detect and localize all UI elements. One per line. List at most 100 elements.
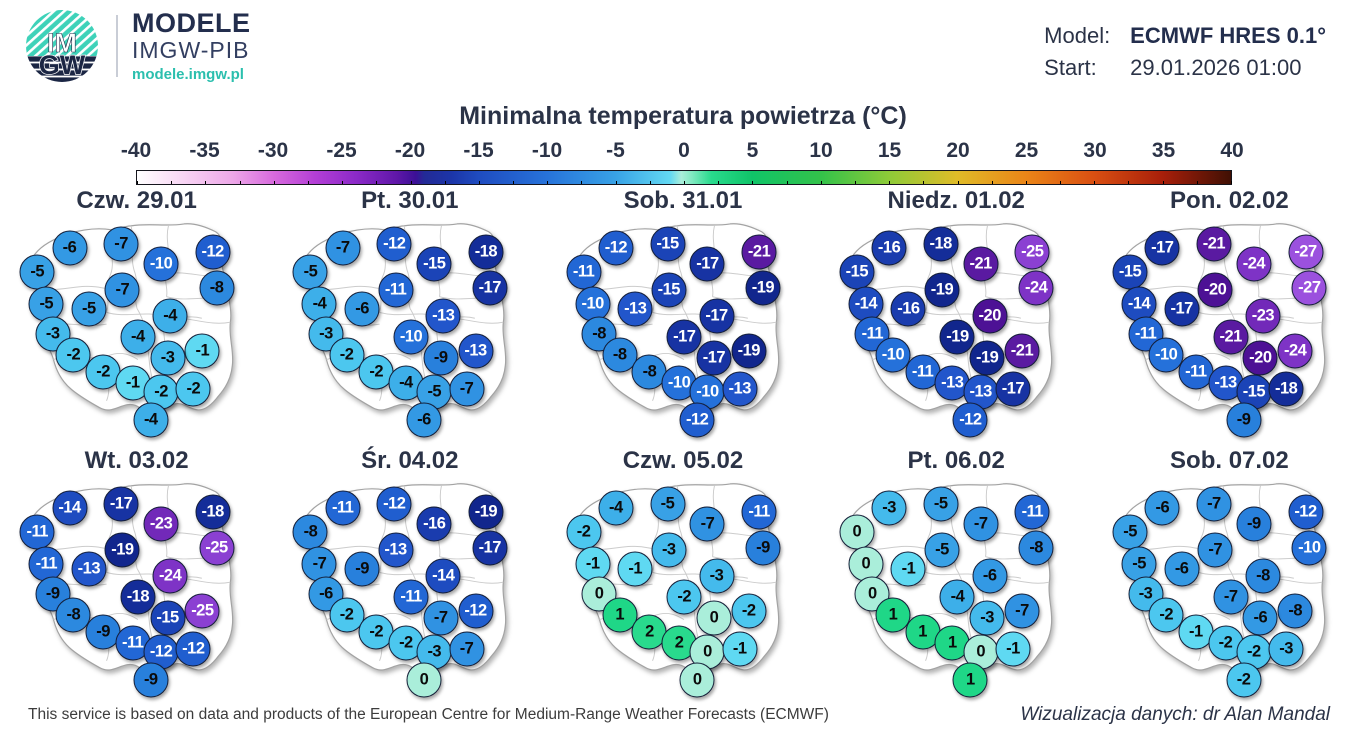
header: IM GW MODELE IMGW-PIB modele.imgw.pl bbox=[24, 8, 251, 84]
poland-map: -6 -7 -10 -12 -5 -8 -7 -5 -5 -4 -4 -3 -1 -2 -3 -2 -1 -2 -2… bbox=[8, 218, 266, 446]
station-temp-badge: -5 bbox=[28, 286, 64, 321]
map-day-title: Czw. 29.01 bbox=[76, 187, 197, 214]
station-temp-badge: -7 bbox=[963, 506, 999, 542]
station-temp-badge: -5 bbox=[292, 254, 328, 290]
colorbar-tick-label: -5 bbox=[606, 139, 625, 162]
station-temp-badge: -16 bbox=[890, 291, 926, 327]
station-temp-badge: -9 bbox=[344, 551, 380, 587]
poland-map: -7 -12 -15 -18 -5 -17 -11 -4 -6 -13 -10 -3 -13 -2 -9 -2… bbox=[281, 218, 539, 446]
station-temp-badge: -7 bbox=[1197, 532, 1233, 568]
station-temp-badge: -24 bbox=[1236, 246, 1272, 282]
poland-map: -12 -15 -17 -21 -11 -19 -15 -10 -13 -17 -17 -8 -19 -8… bbox=[554, 218, 812, 446]
station-temp-badge: -5 bbox=[923, 486, 959, 522]
model-label: Model: bbox=[1044, 23, 1111, 48]
station-temp-badge: -19 bbox=[924, 272, 960, 308]
station-temp-badge: -3 bbox=[651, 532, 687, 568]
colorbar-tick-mark bbox=[376, 181, 378, 184]
colorbar-tick-label: 0 bbox=[678, 139, 690, 162]
station-temp-badge: -10 bbox=[143, 246, 179, 282]
svg-text:GW: GW bbox=[39, 50, 86, 80]
station-temp-badge: -8 bbox=[1277, 593, 1313, 629]
station-temp-badge: -1 bbox=[617, 551, 653, 587]
station-temp-badge: -8 bbox=[1018, 530, 1054, 566]
station-temp-badge: -2 bbox=[55, 337, 91, 373]
station-temp-badge: -11 bbox=[325, 490, 361, 526]
station-temp-badge: -6 bbox=[406, 402, 442, 438]
station-temp-badge: -23 bbox=[143, 506, 179, 542]
temperature-colorbar: -40 -35 -30 -25 -20 -15 -10 -5 0 5 10 15 20 25 30 35 40 bbox=[121, 139, 1244, 185]
station-temp-badge: -19 bbox=[731, 333, 767, 369]
station-temp-badge: -15 bbox=[651, 272, 687, 308]
map-day-title: Pt. 06.02 bbox=[907, 447, 1005, 474]
colorbar-tick-mark bbox=[752, 181, 754, 184]
colorbar-tick-mark bbox=[171, 181, 173, 184]
station-temp-badge: -2 bbox=[329, 597, 365, 633]
station-temp-badge: -5 bbox=[924, 532, 960, 568]
station-temp-badge: -24 bbox=[152, 558, 188, 594]
colorbar-tick-label: -15 bbox=[463, 139, 494, 162]
station-temp-badge: -4 bbox=[152, 298, 188, 334]
page-title: Minimalna temperatura powietrza (°C) bbox=[459, 102, 907, 130]
colorbar-tick-mark bbox=[581, 181, 583, 184]
station-temp-badge: 0 bbox=[406, 662, 442, 698]
colorbar-tick-mark bbox=[957, 181, 959, 184]
station-temp-badge: -4 bbox=[120, 319, 156, 355]
station-temp-badge: -8 bbox=[602, 337, 638, 373]
station-temp-badge: -11 bbox=[1178, 354, 1214, 390]
station-temp-badge: -19 bbox=[939, 319, 975, 355]
station-temp-badge: 0 bbox=[839, 514, 875, 550]
colorbar-gradient bbox=[136, 170, 1232, 185]
station-temp-badge: -7 bbox=[301, 546, 337, 581]
station-temp-badge: -18 bbox=[923, 226, 959, 262]
brand-url[interactable]: modele.imgw.pl bbox=[132, 65, 244, 83]
station-temp-badge: -2 bbox=[1226, 662, 1262, 698]
colorbar-tick-mark bbox=[820, 181, 822, 184]
station-temp-badge: -13 bbox=[458, 333, 494, 369]
colorbar-tick-label: 25 bbox=[1014, 139, 1039, 162]
poland-map: -16 -18 -21 -25 -15 -24 -19 -14 -16 -20 -19 -11 -21-… bbox=[827, 218, 1085, 446]
station-temp-badge: -12 bbox=[1288, 494, 1323, 530]
station-temp-badge: -1 bbox=[184, 333, 220, 369]
station-temp-badge: -11 bbox=[115, 625, 151, 661]
colorbar-tick-mark bbox=[342, 181, 344, 184]
brand-block: MODELE IMGW-PIB modele.imgw.pl bbox=[132, 9, 251, 83]
station-temp-badge: -2 bbox=[1148, 597, 1184, 633]
station-temp-badge: -7 bbox=[104, 272, 140, 308]
station-temp-badge: -8 bbox=[1245, 558, 1281, 594]
station-temp-badge: -6 bbox=[1242, 600, 1278, 636]
station-temp-badge: -12 bbox=[598, 230, 634, 266]
station-temp-badge: -7 bbox=[1213, 579, 1249, 615]
station-temp-badge: -9 bbox=[1236, 506, 1272, 542]
station-temp-badge: -7 bbox=[1196, 486, 1232, 522]
station-temp-badge: -15 bbox=[650, 226, 685, 262]
station-temp-badge: -2 bbox=[566, 514, 602, 550]
station-temp-badge: -12 bbox=[376, 486, 412, 522]
station-temp-badge: -14 bbox=[848, 286, 884, 321]
station-temp-badge: -4 bbox=[388, 365, 424, 401]
imgw-logo-icon: IM GW bbox=[26, 10, 98, 82]
station-temp-badge: -10 bbox=[1291, 530, 1327, 566]
footer-credit: Wizualizacja danych: dr Alan Mandal bbox=[1020, 704, 1330, 725]
station-temp-badge: -7 bbox=[449, 631, 485, 667]
station-temp-badge: -7 bbox=[449, 371, 485, 407]
station-temp-badge: -16 bbox=[416, 506, 452, 542]
station-temp-badge: -12 bbox=[195, 234, 231, 270]
map-tile: Sob. 07.02 -6 -7 -9 -12 -5 -10 -7 -5 -6 -8 -7 -3 -8-… bbox=[1093, 446, 1366, 706]
station-temp-badge: -23 bbox=[1245, 298, 1281, 334]
map-day-title: Czw. 05.02 bbox=[622, 447, 744, 474]
station-temp-badge: -17 bbox=[689, 246, 725, 282]
station-temp-badge: -16 bbox=[871, 230, 907, 266]
map-day-title: Śr. 04.02 bbox=[361, 447, 459, 474]
model-value: ECMWF HRES 0.1° bbox=[1130, 23, 1326, 48]
colorbar-tick-mark bbox=[1128, 181, 1130, 184]
station-temp-badge: -17 bbox=[1164, 291, 1200, 327]
poland-map: -4 -5 -7 -11 -2 -9 -3 -1 -1 -3 -2 0 -2 1 0 2 2 0 -1 0 bbox=[554, 478, 812, 706]
colorbar-tick-mark bbox=[478, 181, 480, 184]
station-temp-badge: -5 bbox=[71, 291, 107, 327]
colorbar-tick-label: 5 bbox=[746, 139, 759, 162]
map-day-title: Sob. 31.01 bbox=[623, 187, 743, 214]
station-temp-badge: -8 bbox=[55, 597, 91, 633]
station-temp-badge: -17 bbox=[103, 486, 139, 522]
station-temp-badge: -13 bbox=[425, 298, 461, 334]
station-temp-badge: -20 bbox=[972, 298, 1008, 334]
